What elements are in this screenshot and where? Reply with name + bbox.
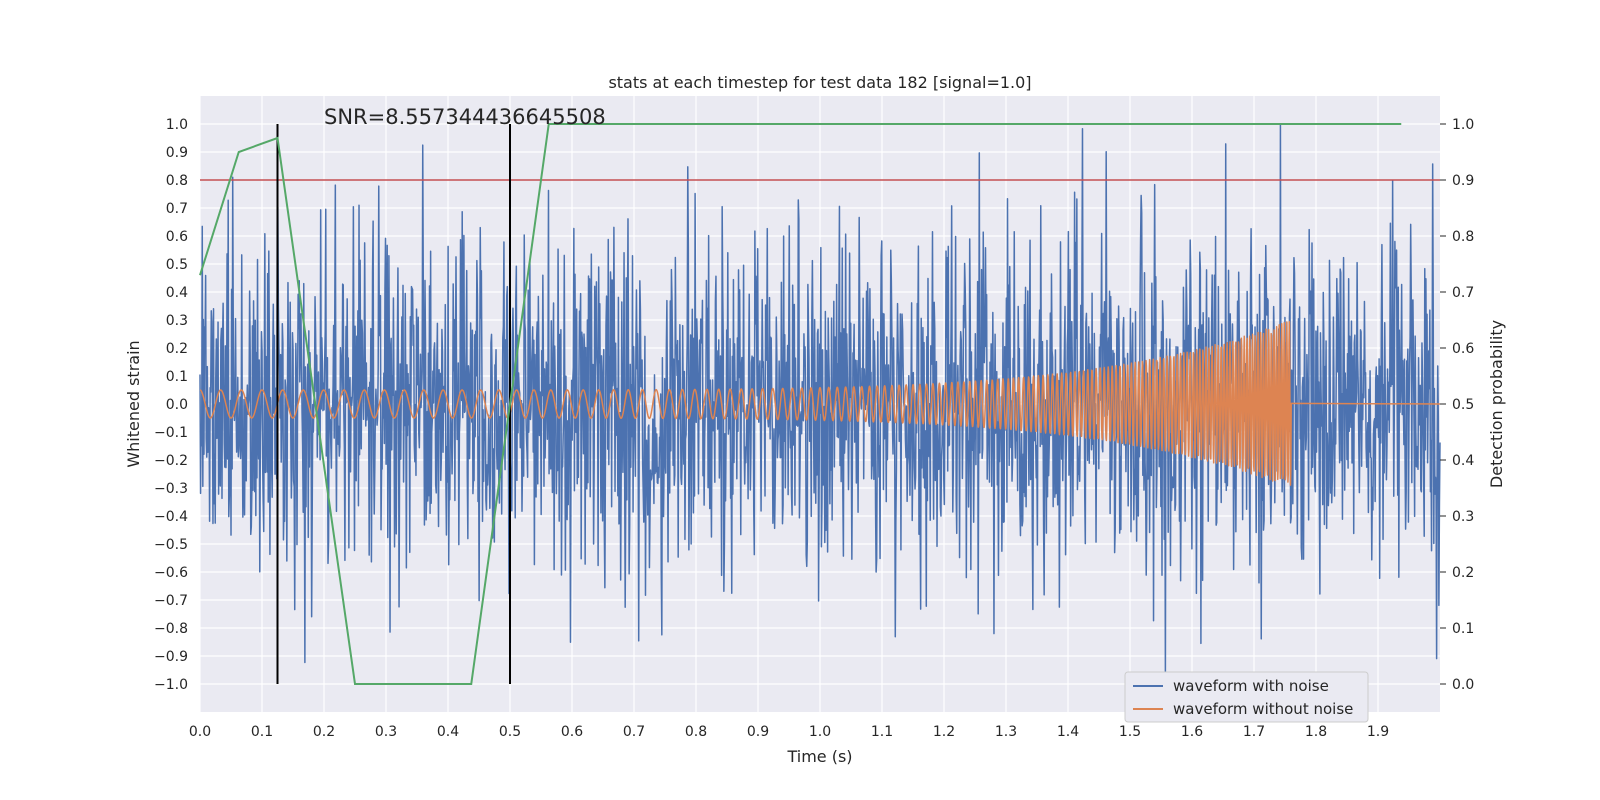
x-tick-label: 1.6 xyxy=(1181,724,1203,740)
series-layer xyxy=(199,123,1441,676)
y2-tick-label: 0.3 xyxy=(1452,509,1474,525)
y2-tick-label: 0.0 xyxy=(1452,677,1474,693)
x-tick-label: 0.0 xyxy=(189,724,211,740)
y-tick-label: 0.5 xyxy=(166,257,188,273)
snr-annotation: SNR=8.557344436645508 xyxy=(324,105,606,129)
y-tick-label: −0.1 xyxy=(154,425,188,441)
x-tick-labels: 0.0 0.1 0.2 0.3 0.4 0.5 0.6 0.7 0.8 0.9 1.0 1.1 1.2 1… xyxy=(189,724,1389,740)
y-tick-labels: 1.0 0.9 0.8 0.7 0.6 0.5 0.4 0.3 0.2 0.1 0.0 −0.1 −0.… xyxy=(154,117,188,693)
legend-box xyxy=(1124,671,1369,723)
y2-tick-label: 0.6 xyxy=(1452,341,1474,357)
y-axis-label: Whitened strain xyxy=(124,340,143,467)
x-tick-label: 1.0 xyxy=(809,724,831,740)
y2-axis-label: Detection probability xyxy=(1487,320,1506,488)
y-tick-label: 0.6 xyxy=(166,229,188,245)
x-tick-label: 0.6 xyxy=(561,724,583,740)
series-detection-probability xyxy=(199,123,1402,685)
y2-tick-label: 0.5 xyxy=(1452,397,1474,413)
x-axis-label: Time (s) xyxy=(786,747,852,766)
x-tick-label: 0.7 xyxy=(623,724,645,740)
y-tick-label: 0.4 xyxy=(166,285,188,301)
x-tick-label: 1.2 xyxy=(933,724,955,740)
y-tick-label: 0.0 xyxy=(166,397,188,413)
y2-tick-label: 0.4 xyxy=(1452,453,1474,469)
x-tick-label: 0.9 xyxy=(747,724,769,740)
y-tick-label: 0.2 xyxy=(166,341,188,357)
x-tick-label: 0.4 xyxy=(437,724,459,740)
y2-tick-label: 1.0 xyxy=(1452,117,1474,133)
x-tick-label: 1.9 xyxy=(1367,724,1389,740)
legend-label-clean: waveform without noise xyxy=(1173,700,1353,718)
x-tick-label: 1.3 xyxy=(995,724,1017,740)
series-waveform-with-noise xyxy=(199,123,1441,676)
y-tick-label: 0.7 xyxy=(166,201,188,217)
legend: waveform with noise waveform without noi… xyxy=(1124,671,1369,723)
y-tick-label: −0.6 xyxy=(154,565,188,581)
y2-tick-label: 0.2 xyxy=(1452,565,1474,581)
y-tick-label: −0.4 xyxy=(154,509,188,525)
x-tick-label: 0.3 xyxy=(375,724,397,740)
x-tick-label: 1.7 xyxy=(1243,724,1265,740)
y-tick-label: −0.3 xyxy=(154,481,188,497)
x-tick-label: 1.8 xyxy=(1305,724,1327,740)
y2-tick-label: 0.1 xyxy=(1452,621,1474,637)
y-tick-label: −0.9 xyxy=(154,649,188,665)
y-tick-label: 0.3 xyxy=(166,313,188,329)
y2-tick-label: 0.8 xyxy=(1452,229,1474,245)
y-tick-label: 0.8 xyxy=(166,173,188,189)
y-tick-label: −0.8 xyxy=(154,621,188,637)
overlay-layer xyxy=(199,123,1440,685)
x-tick-label: 1.4 xyxy=(1057,724,1079,740)
y-tick-label: −0.5 xyxy=(154,537,188,553)
chart-title: stats at each timestep for test data 182… xyxy=(608,73,1031,92)
x-tick-label: 0.5 xyxy=(499,724,521,740)
legend-label-noise: waveform with noise xyxy=(1173,677,1329,695)
y-tick-label: −1.0 xyxy=(154,677,188,693)
y2-tick-label: 0.7 xyxy=(1452,285,1474,301)
x-tick-label: 1.5 xyxy=(1119,724,1141,740)
x-tick-label: 1.1 xyxy=(871,724,893,740)
y-tick-label: −0.2 xyxy=(154,453,188,469)
y-tick-label: 1.0 xyxy=(166,117,188,133)
y-tick-label: −0.7 xyxy=(154,593,188,609)
y-tick-label: 0.9 xyxy=(166,145,188,161)
x-tick-label: 0.2 xyxy=(313,724,335,740)
y2-tick-labels: 1.0 0.9 0.8 0.7 0.6 0.5 0.4 0.3 0.2 0.1 0.0 xyxy=(1440,117,1474,693)
x-tick-label: 0.1 xyxy=(251,724,273,740)
series-waveform-without-noise xyxy=(199,320,1441,486)
y2-tick-label: 0.9 xyxy=(1452,173,1474,189)
y-tick-label: 0.1 xyxy=(166,369,188,385)
x-tick-label: 0.8 xyxy=(685,724,707,740)
